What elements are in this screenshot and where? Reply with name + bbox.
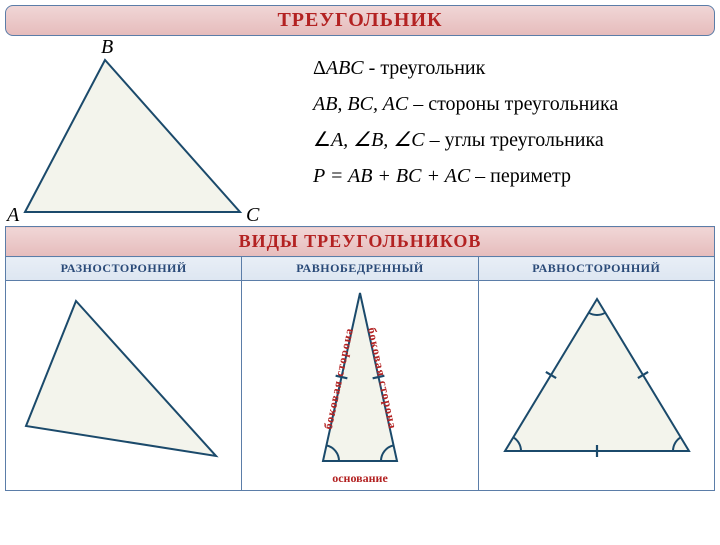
vertex-label-b: B	[101, 36, 113, 59]
cell-equilateral	[478, 281, 714, 491]
angle-sym-a: ∠	[313, 129, 331, 151]
cell-scalene	[6, 281, 242, 491]
delta-symbol: Δ	[313, 57, 326, 79]
def-line-sides: AB, BC, AC – стороны треугольника	[313, 86, 715, 122]
def3-rest: – углы треугольника	[425, 129, 604, 151]
page-title-bar: ТРЕУГОЛЬНИК	[5, 5, 715, 36]
main-triangle-figure: A B C	[5, 42, 295, 222]
cell-isosceles: боковая сторона боковая сторона основани…	[242, 281, 478, 491]
top-section: A B C ΔABC - треугольник AB, BC, AC – ст…	[5, 42, 715, 222]
def-line-triangle: ΔABC - треугольник	[313, 50, 715, 86]
def-line-perimeter: P = AB + BC + AC – периметр	[313, 158, 715, 194]
header-equilateral: РАВНОСТОРОННИЙ	[478, 257, 714, 281]
iso-base-label: основание	[242, 471, 477, 486]
isosceles-svg	[242, 281, 478, 476]
vertex-label-c: C	[246, 204, 259, 227]
perim-sym: P = AB + BC + AC	[313, 165, 470, 187]
def-line-angles: ∠A, ∠B, ∠C – углы треугольника	[313, 122, 715, 158]
header-isosceles: РАВНОБЕДРЕННЫЙ	[242, 257, 478, 281]
equilateral-svg	[479, 281, 715, 481]
definitions-block: ΔABC - треугольник AB, BC, AC – стороны …	[295, 42, 715, 222]
page-title: ТРЕУГОЛЬНИК	[277, 9, 442, 31]
angle-c: ∠C	[393, 129, 424, 151]
scalene-triangle	[26, 301, 216, 456]
types-title: ВИДЫ ТРЕУГОЛЬНИКОВ	[6, 227, 715, 257]
vertex-label-a: A	[7, 204, 19, 227]
angle-b: ∠B,	[353, 129, 393, 151]
header-scalene: РАЗНОСТОРОННИЙ	[6, 257, 242, 281]
main-triangle-svg	[5, 42, 295, 227]
scalene-svg	[6, 281, 242, 481]
types-table: ВИДЫ ТРЕУГОЛЬНИКОВ РАЗНОСТОРОННИЙ РАВНОБ…	[5, 226, 715, 491]
main-triangle-shape	[25, 60, 240, 212]
def4-rest: – периметр	[470, 165, 571, 187]
def2-rest: – стороны треугольника	[408, 93, 618, 115]
angle-a: A,	[331, 129, 353, 151]
def1-rest: - треугольник	[364, 57, 486, 79]
equilateral-triangle	[505, 299, 689, 451]
sides-sym: AB, BC, AC	[313, 93, 408, 115]
abc-sym: ABC	[326, 57, 364, 79]
